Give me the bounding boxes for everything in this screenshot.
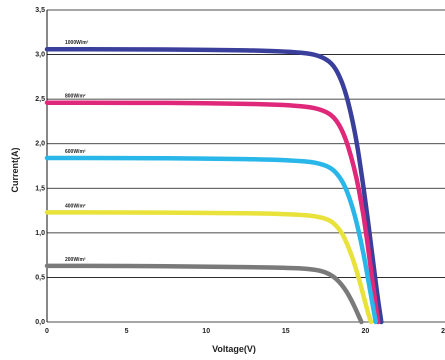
y-tick-label: 2,5 <box>35 96 45 103</box>
series-line <box>44 210 374 325</box>
y-tick-label: 3,5 <box>35 7 45 14</box>
series-label: 800W/m² <box>65 94 86 100</box>
y-tick-label: 3,0 <box>35 52 45 59</box>
series-label: 400W/m² <box>65 203 86 209</box>
series-line <box>44 263 364 325</box>
x-tick-label: 25 <box>441 328 445 335</box>
series-line <box>44 155 378 325</box>
x-tick-label: 5 <box>125 328 129 335</box>
x-axis-title: Voltage(V) <box>212 344 256 354</box>
x-tick-label: 15 <box>282 328 290 335</box>
series-line <box>44 100 381 325</box>
x-tick-label: 10 <box>202 328 210 335</box>
ticks-layer: 0,0 0,5 1,0 1,5 2,0 2,5 3,0 3,5 0 5 10 15 20 25 <box>35 7 445 335</box>
series-line <box>44 46 384 325</box>
y-tick-label: 1,5 <box>35 185 45 192</box>
series-label: 200W/m² <box>65 257 86 263</box>
series-label: 600W/m² <box>65 149 86 155</box>
y-tick-label: 0,0 <box>35 319 45 326</box>
x-tick-label: 20 <box>362 328 370 335</box>
curve-labels-layer: 1000W/m² 800W/m² 600W/m² 400W/m² 200W/m² <box>65 40 89 263</box>
y-axis-title: Current(A) <box>10 148 20 193</box>
x-tick-label: 0 <box>45 328 49 335</box>
y-tick-label: 1,0 <box>35 230 45 237</box>
curves-layer <box>44 46 384 325</box>
y-tick-label: 0,5 <box>35 274 45 281</box>
grid-layer <box>46 9 445 323</box>
series-label: 1000W/m² <box>65 40 89 46</box>
y-tick-label: 2,0 <box>35 141 45 148</box>
